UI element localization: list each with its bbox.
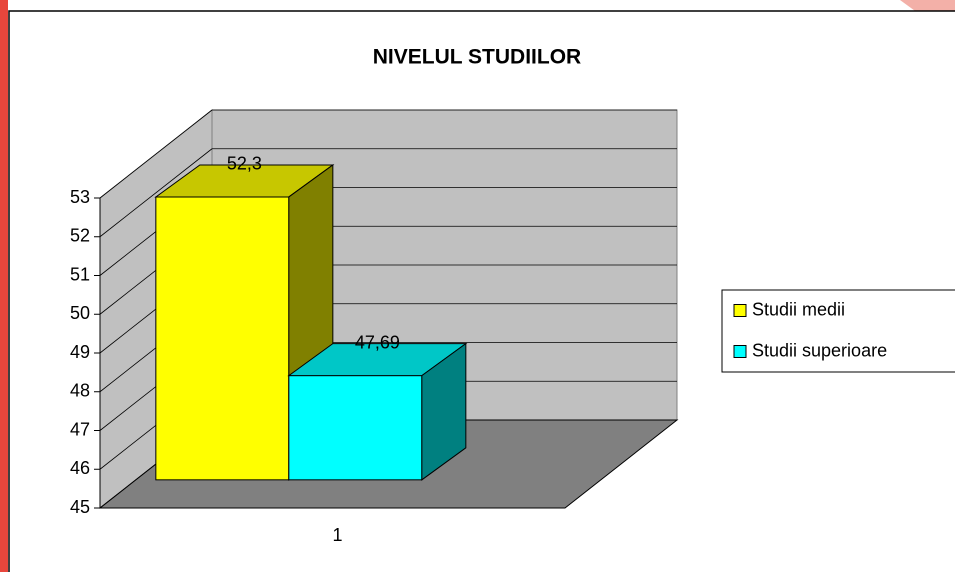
legend-label: Studii medii xyxy=(752,299,845,319)
y-tick-label: 51 xyxy=(70,264,90,284)
y-tick-label: 53 xyxy=(70,187,90,207)
chart-title: NIVELUL STUDIILOR xyxy=(373,46,581,69)
y-tick-label: 49 xyxy=(70,342,90,362)
value-label: 52,3 xyxy=(227,154,262,174)
legend xyxy=(721,289,955,373)
y-tick-label: 48 xyxy=(70,381,90,401)
legend-swatch xyxy=(733,345,747,358)
value-label: 47,69 xyxy=(355,332,400,352)
bar xyxy=(155,196,290,481)
grid-line xyxy=(99,148,213,238)
x-tick-label: 1 xyxy=(332,525,342,545)
legend-swatch xyxy=(733,304,747,317)
legend-label: Studii superioare xyxy=(752,340,887,360)
y-tick-label: 50 xyxy=(70,303,90,323)
slide-decoration xyxy=(0,0,8,572)
y-tick-label: 52 xyxy=(70,226,90,246)
y-tick-label: 47 xyxy=(70,419,90,439)
bar xyxy=(288,375,423,481)
y-tick-label: 46 xyxy=(70,458,90,478)
y-tick-label: 45 xyxy=(70,497,90,517)
grid-line xyxy=(99,109,213,199)
bar-side xyxy=(421,342,467,481)
